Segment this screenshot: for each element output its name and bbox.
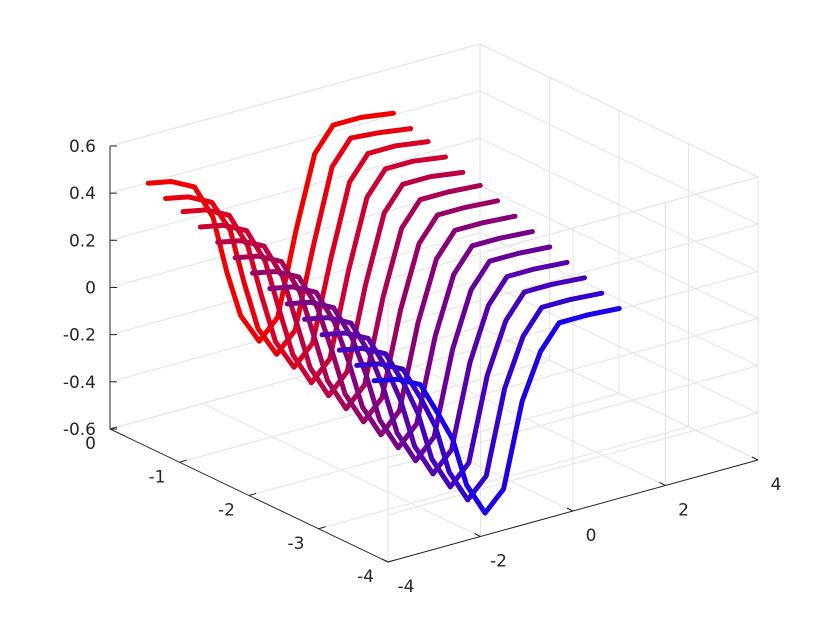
back-wall-grid-line <box>479 137 759 272</box>
z-tick-label: 0 <box>85 279 96 299</box>
x-tick-label: -1 <box>149 467 166 487</box>
x-tick-label: -4 <box>357 567 374 587</box>
y-tick-mark <box>474 533 481 537</box>
x-tick-mark <box>318 526 326 530</box>
series-curve-2 <box>163 126 414 357</box>
y-tick-label: 4 <box>771 475 782 495</box>
side-wall-grid-line <box>387 412 759 516</box>
back-wall-grid-line <box>479 279 759 414</box>
y-tick-label: 2 <box>678 501 689 521</box>
grid-layer <box>109 43 759 563</box>
back-wall-grid-line <box>479 90 759 225</box>
series-curve-14 <box>371 306 622 516</box>
y-tick-mark <box>659 482 666 486</box>
y-tick-label: -4 <box>398 577 415 597</box>
back-wall-grid-line <box>109 137 481 241</box>
x-tick-label: -2 <box>218 501 235 521</box>
series-curve-6 <box>232 182 483 412</box>
z-tick-label: -0.4 <box>63 373 96 393</box>
y-tick-label: 0 <box>586 526 597 546</box>
z-tick-label: 0.2 <box>69 231 96 251</box>
side-wall-grid-line <box>387 318 759 421</box>
series-curve-5 <box>215 169 466 399</box>
tick-labels-layer: -0.6 -0.4 -0.2 0 0.2 0.4 0.6 0 -1 -2 -3 -4 -4 -2 0 2 4 <box>63 137 782 597</box>
back-wall-grid-line <box>109 90 481 194</box>
x-tick-label: 0 <box>85 434 96 454</box>
series-curve-12 <box>336 275 587 490</box>
series-curve-1 <box>145 110 396 344</box>
box-edge <box>387 176 759 280</box>
y-tick-mark <box>381 558 389 563</box>
floor-grid-line <box>387 352 666 486</box>
series-curve-10 <box>302 244 553 464</box>
x-tick-label: -3 <box>288 534 305 554</box>
x-tick-mark <box>179 459 187 463</box>
back-wall-grid-line <box>479 326 759 461</box>
series-curve-8 <box>267 213 518 438</box>
series-curve-3 <box>180 139 431 370</box>
z-tick-label: 0.6 <box>69 137 96 157</box>
back-wall-grid-line <box>479 232 759 367</box>
series-curve-4 <box>197 154 448 386</box>
y-tick-label: -2 <box>490 552 507 572</box>
series-curve-9 <box>284 229 535 451</box>
z-tick-label: -0.2 <box>63 326 96 346</box>
side-wall-grid-line <box>387 223 759 327</box>
box-edge <box>479 43 759 178</box>
series-curve-7 <box>250 198 501 425</box>
floor-grid-line <box>202 403 481 537</box>
series-curve-11 <box>319 259 570 477</box>
x-tick-mark <box>109 426 118 430</box>
z-tick-label: -0.6 <box>63 420 96 440</box>
z-tick-label: 0.4 <box>69 184 96 204</box>
back-wall-grid-line <box>109 326 481 430</box>
series-curve-13 <box>354 290 605 503</box>
box-edge <box>109 43 481 147</box>
back-wall-grid-line <box>479 185 759 319</box>
y-tick-mark <box>566 507 574 512</box>
x-tick-mark <box>248 493 257 496</box>
curves-layer <box>145 110 622 516</box>
x-tick-mark <box>387 559 396 563</box>
axes-layer <box>109 145 759 563</box>
y-tick-mark <box>751 456 759 461</box>
